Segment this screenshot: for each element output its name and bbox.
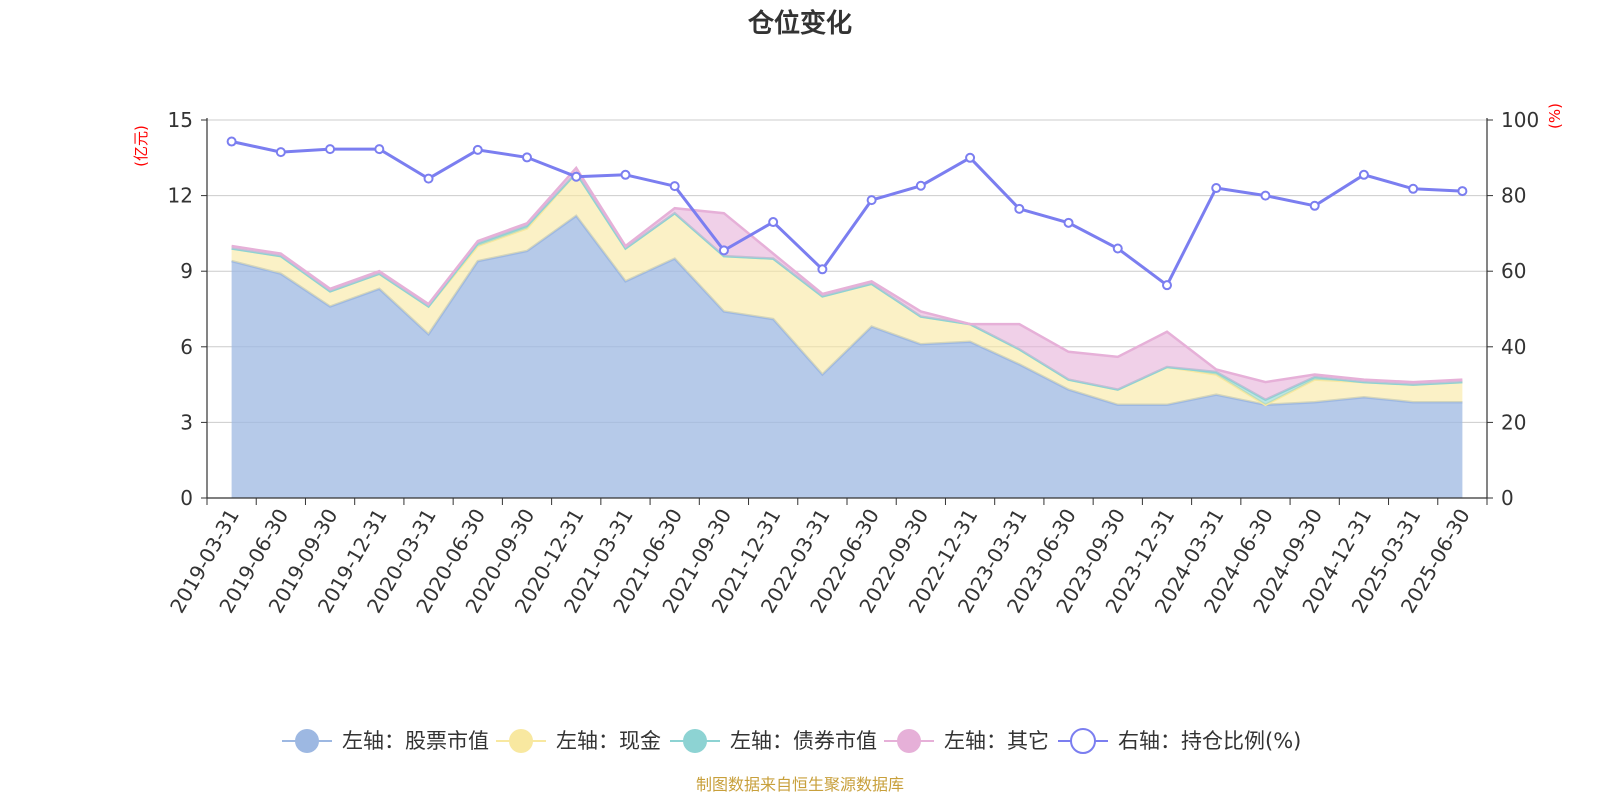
ratio-point: [1063, 217, 1074, 228]
ratio-point: [1211, 183, 1222, 194]
ratio-point: [571, 171, 582, 182]
ratio-point: [620, 169, 631, 180]
legend-item-other[interactable]: 左轴：其它: [884, 729, 1049, 753]
legend-marker: [897, 729, 921, 753]
ratio-point: [866, 195, 877, 206]
right-axis-tick-label: 40: [1501, 335, 1526, 359]
chart-title: 仓位变化: [747, 8, 852, 39]
ratio-point: [423, 173, 434, 184]
ratio-point: [1309, 200, 1320, 211]
right-axis-tick-label: 80: [1501, 184, 1526, 208]
legend-label: 左轴：股票市值: [342, 729, 489, 753]
left-axis-tick-label: 12: [168, 184, 193, 208]
left-axis-unit: (亿元): [132, 125, 150, 167]
other-area-edge: [231, 165, 1463, 384]
ratio-point: [275, 147, 286, 158]
left-axis-tick-label: 6: [180, 335, 193, 359]
ratio-point: [1112, 243, 1123, 254]
legend-label: 左轴：其它: [944, 729, 1049, 753]
legend-label: 左轴：现金: [556, 729, 661, 753]
legend-marker: [683, 729, 707, 753]
ratio-point: [965, 152, 976, 163]
ratio-point: [472, 144, 483, 155]
left-axis-tick-label: 0: [180, 486, 193, 510]
legend-item-cash[interactable]: 左轴：现金: [496, 729, 661, 753]
legend: 左轴：股票市值 左轴：现金 左轴：债券市值 左轴：其它 右轴：持仓比例(%): [282, 728, 1301, 754]
cash-area: [231, 172, 1463, 405]
ratio-point: [669, 181, 680, 192]
ratio-line: [231, 140, 1463, 288]
ratio-point: [1014, 203, 1025, 214]
stock-area: [231, 215, 1463, 499]
legend-item-bond[interactable]: 左轴：债券市值: [670, 729, 877, 753]
ratio-point: [522, 152, 532, 163]
ratio-point: [915, 180, 926, 191]
legend-marker: [1070, 728, 1096, 754]
ratio-point: [1408, 183, 1419, 194]
legend-label: 左轴：债券市值: [730, 729, 877, 753]
stacked-areas: [231, 165, 1463, 499]
left-axis-tick-label: 3: [180, 410, 193, 434]
right-axis-unit: (%): [1546, 103, 1564, 129]
left-axis-tick-label: 9: [180, 259, 193, 283]
other-area: [231, 167, 1463, 400]
ratio-point: [325, 144, 336, 155]
ratio-point: [817, 264, 828, 275]
legend-marker: [509, 729, 533, 753]
legend-marker: [295, 729, 319, 753]
ratio-point: [1162, 280, 1172, 291]
source-note: 制图数据来自恒生聚源数据库: [696, 775, 904, 794]
left-axis-tick-label: 15: [168, 108, 193, 132]
ratio-point: [374, 144, 385, 155]
ratio-point: [226, 136, 237, 147]
legend-item-stock[interactable]: 左轴：股票市值: [282, 729, 489, 753]
ratio-point: [768, 217, 779, 228]
ratio-point: [1260, 190, 1271, 201]
right-axis-tick-label: 60: [1501, 259, 1526, 283]
ratio-point: [1457, 186, 1468, 197]
legend-label: 右轴：持仓比例(%): [1118, 729, 1301, 753]
right-axis-tick-label: 0: [1501, 486, 1514, 510]
ratio-point: [1358, 169, 1369, 180]
ratio-point: [718, 245, 729, 256]
ratio-line-layer: [226, 136, 1468, 291]
right-axis-tick-label: 20: [1501, 410, 1526, 434]
legend-item-ratio[interactable]: 右轴：持仓比例(%): [1058, 728, 1301, 754]
right-axis-tick-label: 100: [1501, 108, 1539, 132]
